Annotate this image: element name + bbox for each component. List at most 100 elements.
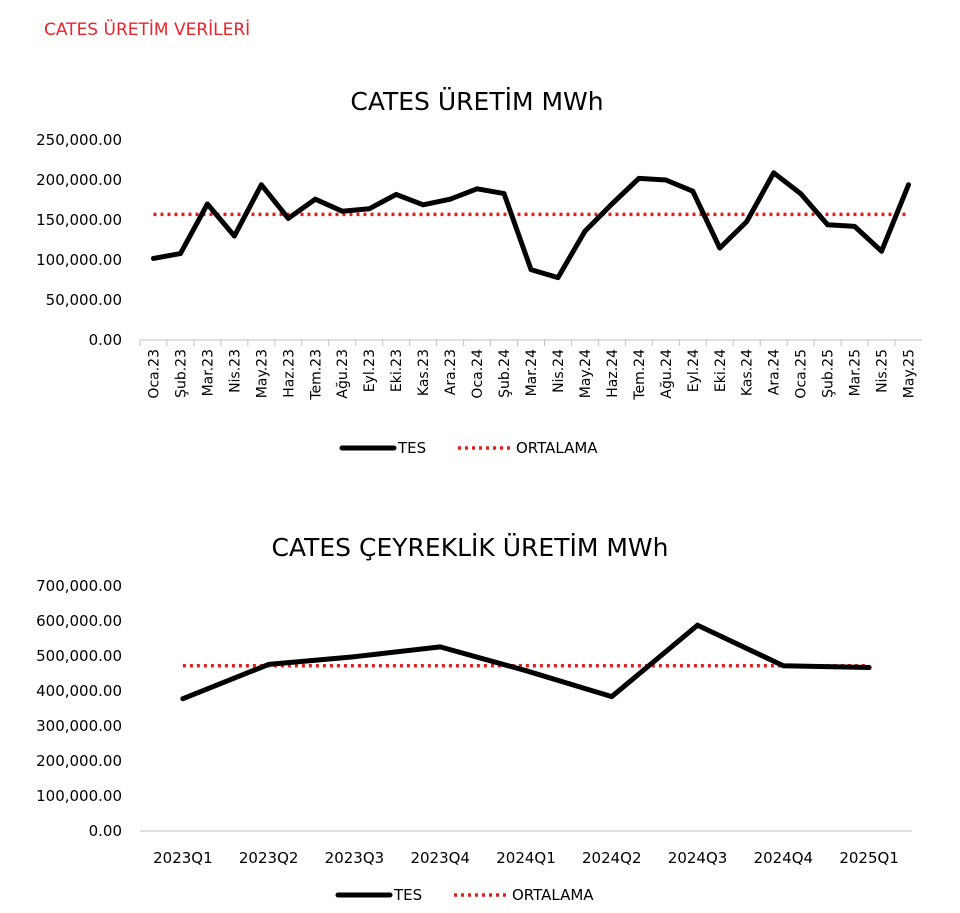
x-tick-label: Tem.24: [632, 349, 648, 401]
y-tick-label: 50,000.00: [46, 291, 122, 309]
data-point-tes: [825, 222, 831, 228]
data-point-tes: [420, 202, 426, 208]
x-tick-label: Haz.24: [605, 349, 621, 398]
legend-label-ortalama: ORTALAMA: [512, 886, 594, 904]
x-tick-label: 2023Q4: [410, 849, 470, 867]
x-tick-label: 2024Q1: [496, 849, 556, 867]
data-point-tes: [690, 188, 696, 194]
data-point-tes: [180, 696, 186, 702]
x-tick-label: Eki.23: [389, 349, 405, 392]
legend-label-tes: TES: [397, 439, 426, 457]
data-point-tes: [501, 191, 507, 196]
data-point-tes: [205, 201, 210, 207]
x-tick-label: Haz.23: [281, 349, 297, 398]
x-tick-label: Şub.23: [173, 349, 189, 398]
page-header-title: CATES ÜRETİM VERİLERİ: [44, 20, 251, 40]
x-tick-label: Kas.23: [416, 349, 432, 396]
y-tick-label: 250,000.00: [36, 131, 122, 149]
series-line-tes: [180, 622, 872, 702]
y-tick-label: 500,000.00: [36, 647, 122, 665]
y-tick-label: 300,000.00: [36, 717, 122, 735]
data-point-tes: [744, 219, 750, 225]
x-tick-label: Ara.24: [767, 349, 783, 395]
x-tick-label: Oca.25: [794, 349, 810, 399]
data-point-tes: [866, 665, 872, 670]
x-tick-label: Eyl.24: [686, 349, 702, 392]
data-point-tes: [312, 196, 318, 202]
data-point-tes: [523, 668, 529, 674]
series-line-tes: [150, 170, 912, 281]
x-tick-label: Eyl.23: [362, 349, 378, 392]
data-point-tes: [852, 224, 857, 229]
data-point-tes: [879, 248, 884, 254]
data-point-tes: [609, 694, 615, 699]
data-point-tes: [717, 245, 723, 251]
y-tick-label: 150,000.00: [36, 211, 122, 229]
x-tick-label: Nis.23: [227, 349, 243, 393]
y-tick-label: 400,000.00: [36, 682, 122, 700]
x-tick-label: Oca.23: [146, 349, 162, 399]
x-tick-label: Şub.24: [497, 349, 513, 398]
data-point-tes: [258, 182, 264, 188]
y-tick-label: 700,000.00: [36, 577, 122, 595]
data-point-tes: [528, 267, 534, 272]
x-tick-label: Kas.24: [740, 349, 756, 396]
data-point-tes: [771, 170, 777, 176]
data-point-tes: [636, 176, 642, 181]
x-tick-label: 2024Q2: [582, 849, 642, 867]
data-point-tes: [555, 275, 561, 280]
data-point-tes: [906, 182, 911, 188]
x-tick-label: Tem.23: [308, 349, 324, 401]
x-tick-label: 2023Q1: [153, 849, 213, 867]
y-tick-label: 200,000.00: [36, 752, 122, 770]
y-tick-label: 100,000.00: [36, 251, 122, 269]
data-point-tes: [393, 192, 399, 197]
chart-title: CATES ÜRETİM MWh: [350, 87, 603, 116]
x-tick-label: Oca.24: [470, 349, 486, 399]
data-point-tes: [151, 256, 156, 261]
x-tick-label: May.25: [902, 349, 918, 398]
x-tick-label: Mar.25: [848, 349, 864, 396]
y-tick-label: 0.00: [89, 331, 122, 349]
x-tick-label: Ara.23: [443, 349, 459, 395]
quarterly-production-chart: CATES ÇEYREKLİK ÜRETİM MWh 0.00 100,000.00…: [36, 533, 912, 904]
legend-label-ortalama: ORTALAMA: [516, 439, 598, 457]
data-point-tes: [352, 654, 357, 660]
data-point-tes: [231, 233, 237, 239]
x-tick-label: May.23: [254, 349, 270, 398]
monthly-production-chart: CATES ÜRETİM MWh 0.00 50,000.00 100,000.00 1…: [36, 87, 922, 457]
y-tick-label: 0.00: [89, 822, 122, 840]
y-tick-label: 200,000.00: [36, 171, 122, 189]
x-tick-label: 2023Q2: [239, 849, 299, 867]
data-point-tes: [582, 228, 588, 234]
chart-title: CATES ÇEYREKLİK ÜRETİM MWh: [272, 533, 669, 562]
x-tick-label: Şub.25: [821, 349, 837, 398]
data-point-tes: [780, 663, 786, 669]
data-point-tes: [609, 201, 615, 207]
x-tick-label: Mar.24: [524, 349, 540, 396]
data-point-tes: [178, 251, 183, 256]
x-tick-label: Ağu.23: [335, 349, 351, 399]
data-point-tes: [695, 622, 700, 628]
x-tick-label: 2024Q3: [668, 849, 728, 867]
x-tick-label: 2023Q3: [325, 849, 385, 867]
x-tick-label: May.24: [578, 349, 594, 398]
data-point-tes: [663, 177, 669, 183]
x-tick-label: Eki.24: [713, 349, 729, 392]
x-tick-label: 2025Q1: [839, 849, 899, 867]
x-tick-label: Ağu.24: [659, 349, 675, 399]
data-point-tes: [366, 206, 372, 212]
data-point-tes: [339, 208, 345, 214]
y-tick-label: 600,000.00: [36, 612, 122, 630]
y-tick-label: 100,000.00: [36, 787, 122, 805]
x-tick-label: Mar.23: [200, 349, 216, 396]
x-tick-label: 2024Q4: [754, 849, 814, 867]
x-tick-label: Nis.25: [875, 349, 891, 393]
data-point-tes: [266, 662, 272, 667]
x-tick-label: Nis.24: [551, 349, 567, 393]
data-point-tes: [285, 216, 291, 221]
data-point-tes: [447, 196, 453, 202]
data-point-tes: [437, 644, 443, 650]
legend-label-tes: TES: [393, 886, 422, 904]
data-point-tes: [798, 191, 804, 196]
